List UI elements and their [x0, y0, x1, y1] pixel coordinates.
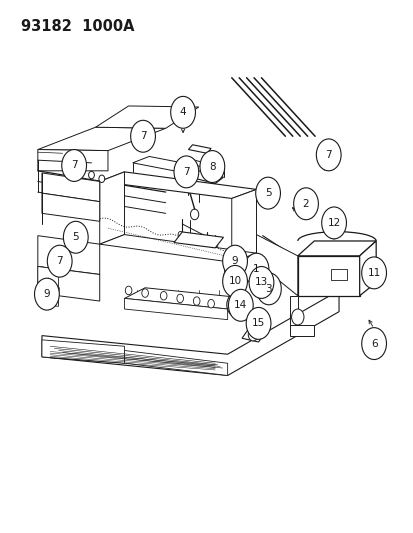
- Circle shape: [248, 328, 258, 341]
- Circle shape: [173, 156, 198, 188]
- Circle shape: [78, 168, 84, 175]
- Circle shape: [255, 177, 280, 209]
- Polygon shape: [38, 266, 100, 301]
- Polygon shape: [42, 290, 338, 375]
- Polygon shape: [330, 269, 347, 280]
- Circle shape: [230, 298, 241, 312]
- Circle shape: [330, 224, 336, 232]
- Circle shape: [62, 150, 86, 181]
- Polygon shape: [38, 266, 58, 306]
- Text: 93182  1000A: 93182 1000A: [21, 19, 135, 34]
- Polygon shape: [100, 172, 256, 198]
- Text: 7: 7: [183, 167, 189, 177]
- Text: 14: 14: [234, 300, 247, 310]
- Text: 8: 8: [209, 161, 215, 172]
- Polygon shape: [42, 340, 124, 364]
- Circle shape: [59, 261, 64, 269]
- Polygon shape: [223, 269, 236, 280]
- Text: 10: 10: [228, 277, 241, 286]
- Circle shape: [176, 294, 183, 303]
- Circle shape: [226, 293, 244, 317]
- Text: 7: 7: [140, 131, 146, 141]
- Circle shape: [207, 300, 214, 308]
- Text: 9: 9: [231, 256, 238, 266]
- Circle shape: [142, 289, 148, 297]
- Circle shape: [222, 245, 247, 277]
- Circle shape: [189, 235, 194, 241]
- Circle shape: [228, 289, 253, 321]
- Text: 3: 3: [265, 284, 271, 294]
- Polygon shape: [42, 285, 59, 297]
- Circle shape: [178, 231, 183, 238]
- Polygon shape: [38, 127, 165, 151]
- Polygon shape: [100, 235, 256, 262]
- Circle shape: [63, 221, 88, 253]
- Circle shape: [254, 274, 260, 282]
- Text: 15: 15: [252, 318, 265, 328]
- Text: 7: 7: [56, 256, 63, 266]
- Polygon shape: [182, 168, 223, 183]
- Circle shape: [256, 273, 280, 305]
- Polygon shape: [38, 150, 108, 171]
- Text: 5: 5: [72, 232, 79, 243]
- Polygon shape: [58, 260, 69, 270]
- Circle shape: [193, 297, 199, 305]
- Circle shape: [160, 292, 166, 300]
- Polygon shape: [124, 288, 248, 309]
- Circle shape: [321, 207, 346, 239]
- Circle shape: [47, 245, 72, 277]
- Circle shape: [46, 287, 52, 295]
- Circle shape: [244, 253, 268, 285]
- Polygon shape: [289, 325, 313, 336]
- Text: 12: 12: [327, 218, 340, 228]
- Circle shape: [212, 243, 217, 249]
- Polygon shape: [173, 232, 223, 248]
- Polygon shape: [100, 172, 124, 244]
- Polygon shape: [242, 259, 252, 269]
- Text: 4: 4: [179, 107, 186, 117]
- Text: 5: 5: [264, 188, 271, 198]
- Polygon shape: [95, 106, 198, 128]
- Text: 9: 9: [43, 289, 50, 299]
- Polygon shape: [133, 157, 223, 177]
- Circle shape: [222, 265, 247, 297]
- Circle shape: [246, 308, 270, 340]
- Polygon shape: [42, 173, 100, 201]
- Text: 13: 13: [254, 278, 268, 287]
- Text: 1: 1: [253, 264, 259, 274]
- Polygon shape: [124, 298, 227, 320]
- Circle shape: [291, 309, 303, 325]
- Polygon shape: [231, 189, 256, 262]
- Circle shape: [330, 230, 337, 239]
- Circle shape: [201, 239, 206, 245]
- Text: 2: 2: [302, 199, 309, 209]
- Circle shape: [131, 120, 155, 152]
- Text: 7: 7: [325, 150, 331, 160]
- Circle shape: [125, 286, 132, 295]
- Polygon shape: [297, 241, 375, 256]
- Circle shape: [34, 278, 59, 310]
- Polygon shape: [256, 235, 297, 296]
- Text: 6: 6: [370, 338, 377, 349]
- Circle shape: [170, 96, 195, 128]
- Polygon shape: [359, 241, 375, 296]
- Circle shape: [190, 209, 198, 220]
- Circle shape: [99, 175, 104, 182]
- Polygon shape: [297, 256, 359, 296]
- Polygon shape: [242, 329, 264, 342]
- Circle shape: [249, 266, 273, 298]
- Polygon shape: [188, 145, 211, 154]
- Polygon shape: [38, 236, 100, 274]
- Circle shape: [293, 188, 318, 220]
- Circle shape: [88, 171, 94, 179]
- Text: 11: 11: [367, 268, 380, 278]
- Circle shape: [361, 257, 386, 289]
- Polygon shape: [289, 296, 297, 325]
- Polygon shape: [42, 193, 100, 221]
- Circle shape: [316, 139, 340, 171]
- Text: 7: 7: [71, 160, 77, 171]
- Circle shape: [199, 151, 224, 182]
- Circle shape: [361, 328, 386, 360]
- Polygon shape: [124, 351, 227, 375]
